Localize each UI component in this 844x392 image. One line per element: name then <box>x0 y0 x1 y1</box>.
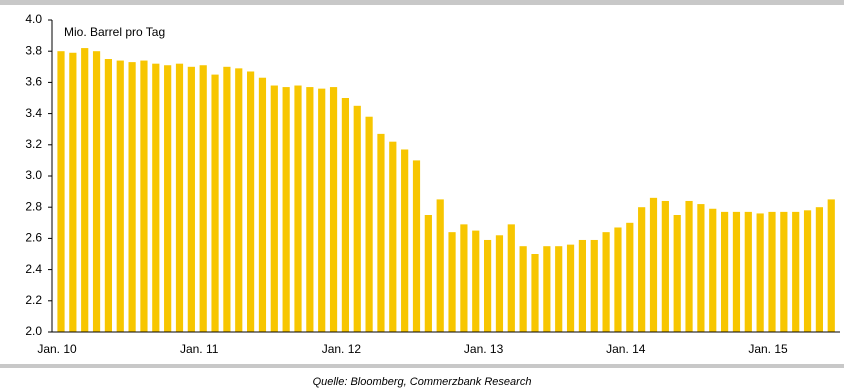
bar <box>389 141 397 332</box>
bar <box>128 62 136 333</box>
bar <box>377 133 385 332</box>
x-tick-label: Jan. 14 <box>606 342 646 356</box>
bar <box>495 235 504 332</box>
bar <box>673 215 681 332</box>
bar <box>685 200 693 332</box>
bar <box>756 213 764 332</box>
bar <box>638 207 646 332</box>
y-tick-label: 3.2 <box>25 137 42 151</box>
x-tick-label: Jan. 10 <box>37 342 77 356</box>
bar <box>709 208 717 332</box>
bar <box>365 116 373 332</box>
bar <box>353 105 361 332</box>
bar <box>211 74 219 332</box>
bar <box>282 87 290 332</box>
bar <box>566 244 575 332</box>
bar <box>258 77 267 332</box>
y-tick-label: 2.0 <box>25 324 42 338</box>
bar <box>792 211 800 332</box>
bar <box>187 66 195 333</box>
bar <box>780 211 788 332</box>
bar <box>531 254 539 332</box>
bar <box>448 232 456 332</box>
bar <box>484 239 492 332</box>
y-tick-label: 3.6 <box>25 75 42 89</box>
bar <box>578 239 586 332</box>
x-tick-label: Jan. 15 <box>748 342 788 356</box>
bar <box>401 149 409 332</box>
bar <box>507 224 515 332</box>
y-tick-label: 2.8 <box>25 199 42 213</box>
bar <box>270 85 278 333</box>
y-tick-label: 2.2 <box>25 293 42 307</box>
bar <box>92 51 101 332</box>
bar <box>318 88 326 332</box>
x-tick-label: Jan. 11 <box>180 342 219 356</box>
bar <box>649 197 658 332</box>
bar <box>306 87 314 332</box>
bar <box>661 200 669 332</box>
bar <box>626 222 634 332</box>
y-tick-label: 2.4 <box>25 262 42 276</box>
bar <box>555 246 563 332</box>
bar <box>424 215 432 332</box>
bar <box>543 246 551 332</box>
bar <box>223 66 231 333</box>
bar <box>81 48 89 332</box>
bar <box>175 63 184 333</box>
bar <box>732 211 741 332</box>
bar <box>235 68 243 333</box>
bar <box>590 239 598 332</box>
bar <box>140 60 148 333</box>
bar <box>744 211 752 332</box>
bar <box>460 224 468 332</box>
bar <box>152 63 160 333</box>
bar <box>412 160 421 332</box>
bar <box>519 246 527 332</box>
bar <box>827 199 835 332</box>
top-rule <box>0 0 844 5</box>
bar <box>247 71 255 332</box>
y-tick-label: 3.0 <box>25 168 42 182</box>
bar <box>329 87 338 332</box>
y-tick-label: 4.0 <box>25 12 42 26</box>
y-tick-label: 3.8 <box>25 43 42 57</box>
bar <box>294 85 302 333</box>
bar <box>815 207 823 332</box>
bar <box>104 59 112 332</box>
bar <box>341 98 349 332</box>
bar <box>614 227 622 332</box>
source: Quelle: Bloomberg, Commerzbank Research <box>313 376 532 388</box>
bar <box>116 60 124 333</box>
bar <box>436 199 444 332</box>
bar <box>768 211 776 332</box>
y-axis-label: Mio. Barrel pro Tag <box>64 25 165 39</box>
x-tick-label: Jan. 12 <box>322 342 362 356</box>
bottom-rule <box>0 364 844 368</box>
bar <box>472 230 480 332</box>
bar <box>199 65 207 333</box>
bar <box>803 210 812 332</box>
y-tick-label: 3.4 <box>25 106 42 120</box>
bar <box>57 51 65 332</box>
bar <box>697 204 705 332</box>
bar <box>69 52 77 332</box>
y-tick-label: 2.6 <box>25 231 42 245</box>
bar <box>164 65 172 333</box>
bar <box>602 232 610 332</box>
bar <box>721 211 729 332</box>
x-tick-label: Jan. 13 <box>464 342 504 356</box>
